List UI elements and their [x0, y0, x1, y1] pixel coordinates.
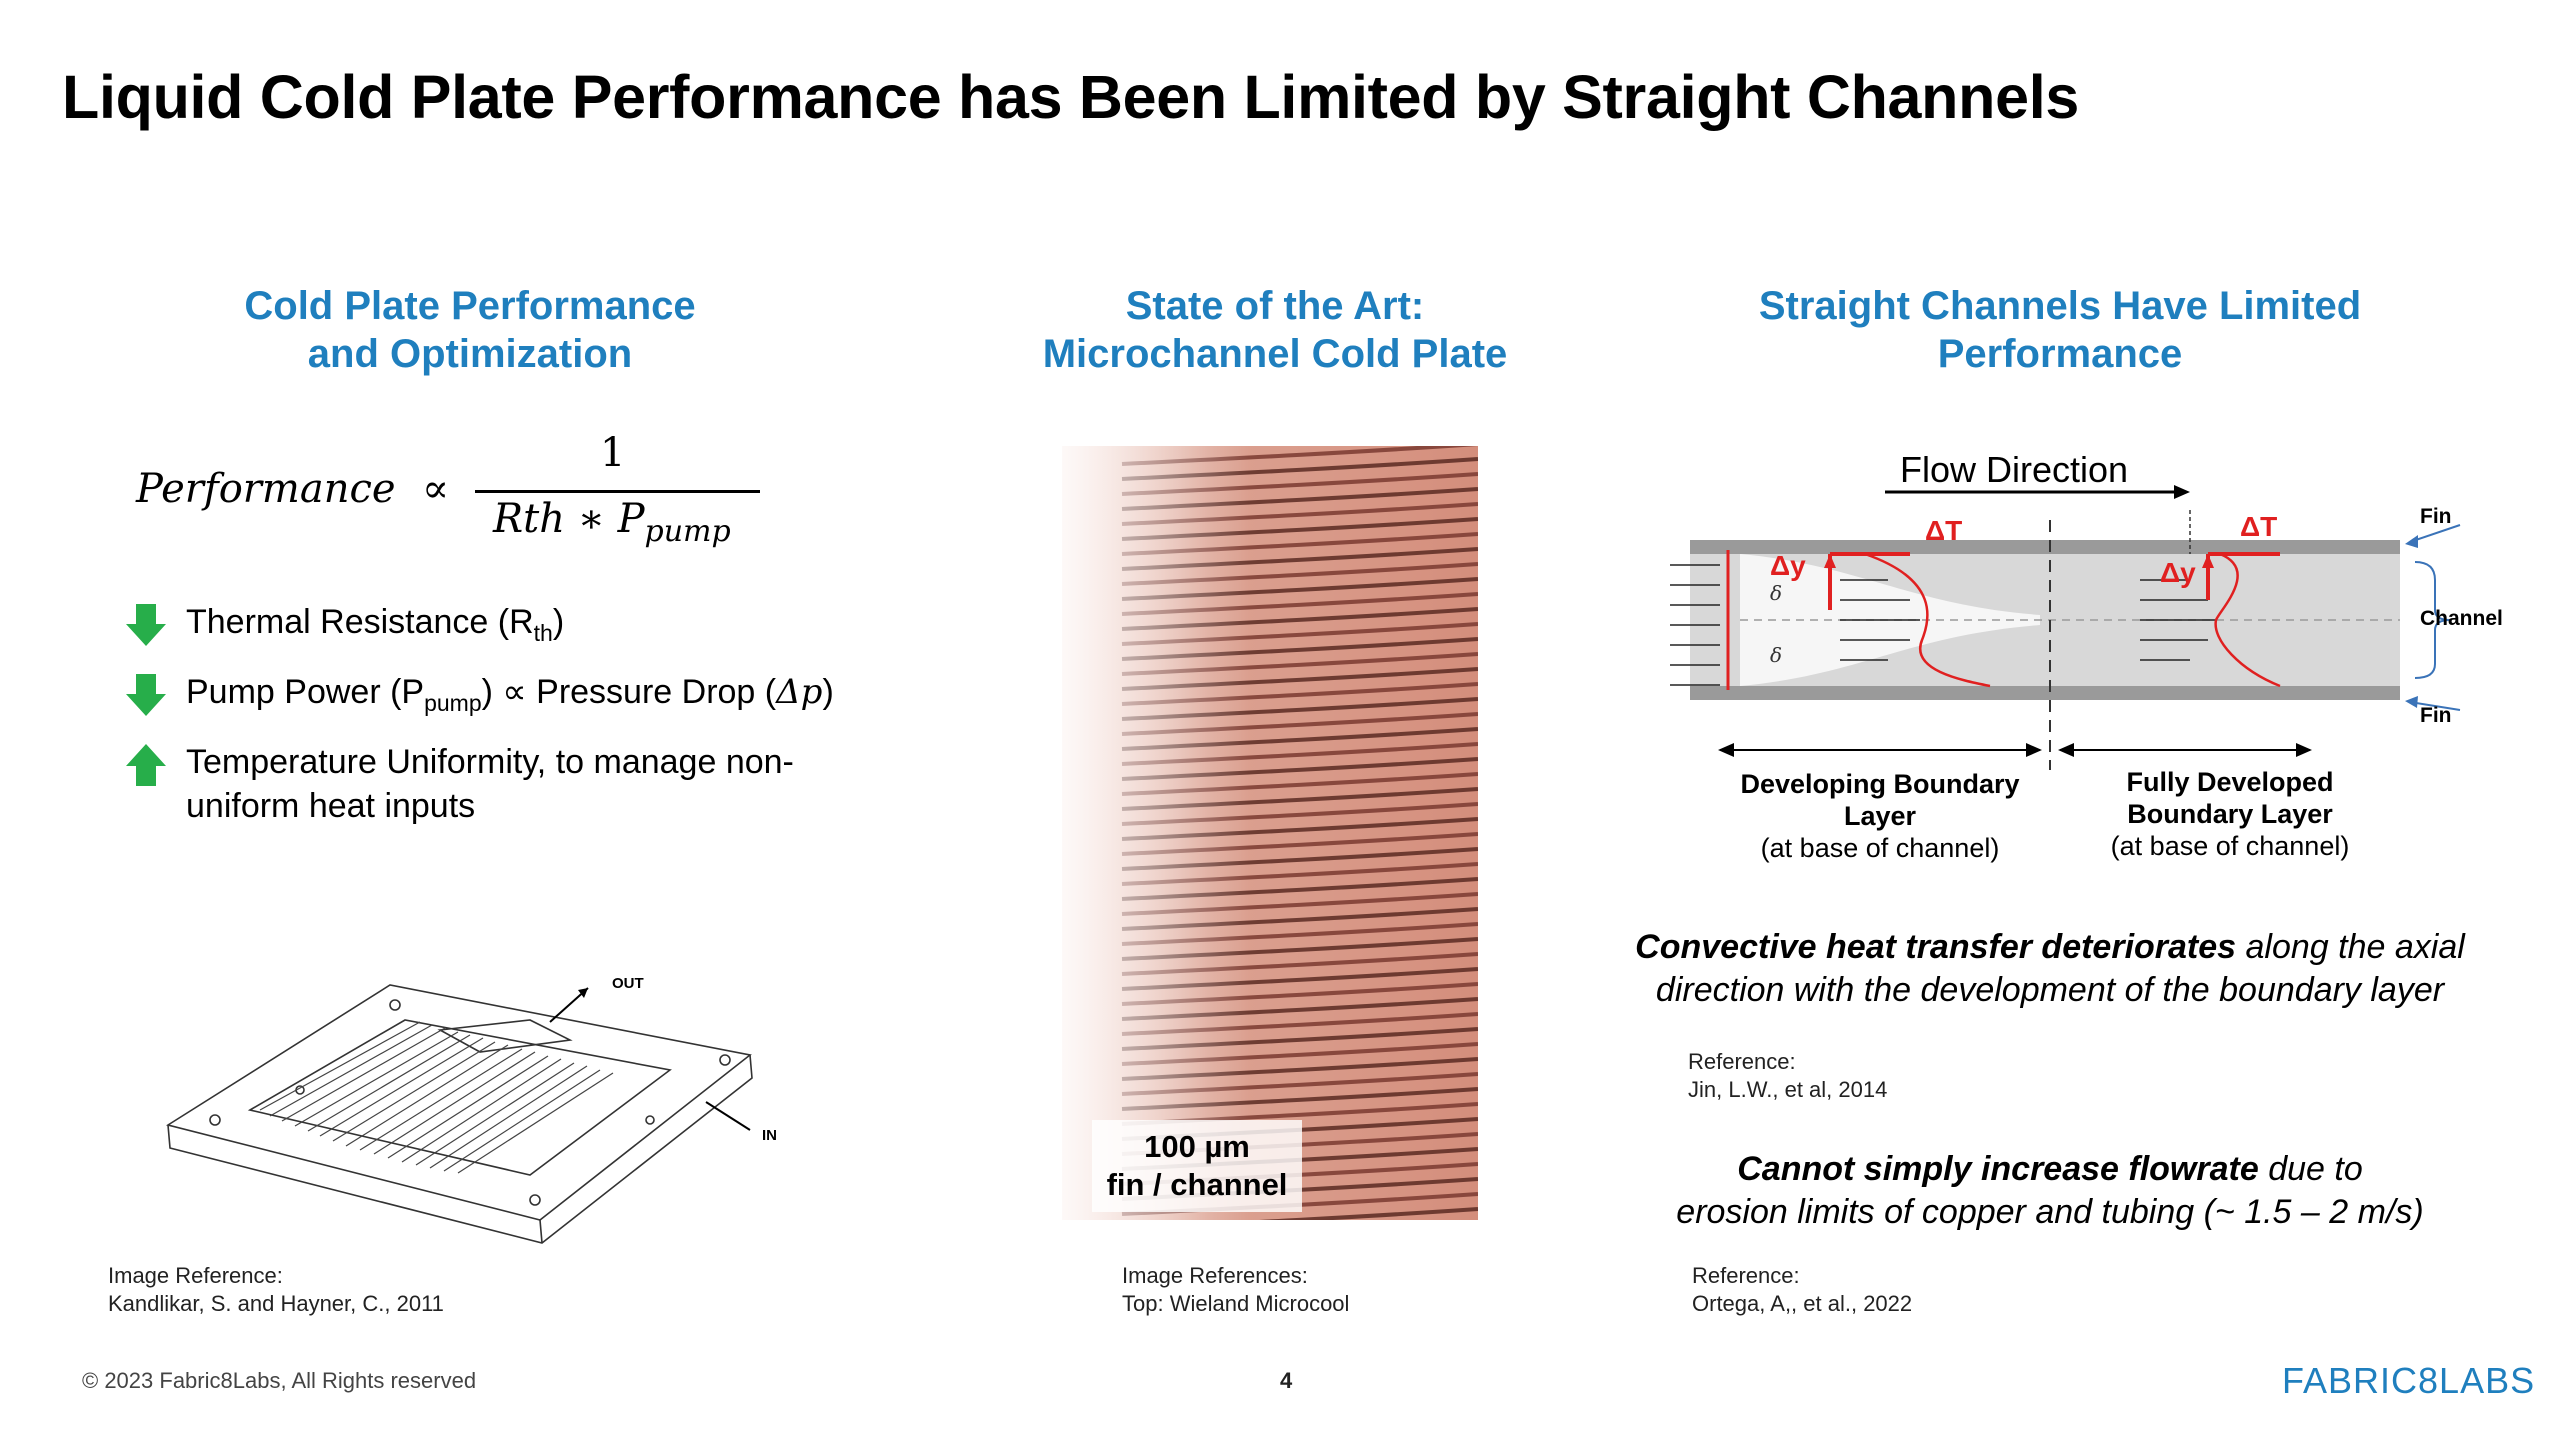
right-reference-1: Reference: Jin, L.W., et al, 2014 — [1688, 1049, 1888, 1102]
right-heading-line2: Performance — [1937, 332, 2183, 376]
formula-proportional: ∝ — [422, 466, 450, 512]
left-heading: Cold Plate Performance and Optimization — [170, 282, 770, 378]
fully-developed-label: Fully Developed Boundary Layer (at base … — [2110, 767, 2350, 861]
fin-bottom-label: Fin — [2420, 704, 2452, 727]
in-label: IN — [762, 1127, 777, 1144]
middle-heading: State of the Art: Microchannel Cold Plat… — [1000, 282, 1550, 378]
slide-title: Liquid Cold Plate Performance has Been L… — [62, 63, 2079, 131]
bullet-thermal-resistance: Thermal Resistance (Rth) — [120, 600, 940, 646]
microchannel-scale-label: 100 µm fin / channel — [1092, 1120, 1302, 1212]
right-heading-line1: Straight Channels Have Limited — [1758, 284, 2362, 328]
right-reference-2: Reference: Ortega, A,, et al., 2022 — [1692, 1263, 1913, 1316]
delta-y-label-2: Δy — [2160, 557, 2196, 588]
delta-symbol-bottom: δ — [1770, 643, 1782, 667]
formula-lhs: Performance — [136, 466, 396, 512]
convective-statement: Convective heat transfer deteriorates al… — [1635, 928, 2465, 1009]
microchannel-photo — [1062, 446, 1478, 1220]
delta-symbol-top: δ — [1770, 581, 1782, 605]
developing-boundary-label: Developing Boundary Layer (at base of ch… — [1740, 769, 2020, 863]
middle-heading-line2: Microchannel Cold Plate — [1042, 332, 1508, 376]
arrow-up-icon — [126, 744, 166, 786]
performance-formula: Performance ∝ 1 Rth ∗ Ppump — [130, 430, 780, 560]
channel-label: Channel — [2420, 607, 2503, 630]
flow-arrow-icon — [2174, 485, 2190, 499]
delta-y-label: Δy — [1770, 550, 1806, 581]
fin-top-label: Fin — [2420, 505, 2452, 528]
middle-heading-line1: State of the Art: — [1125, 284, 1425, 328]
arrow-down-icon — [126, 674, 166, 716]
right-heading: Straight Channels Have Limited Performan… — [1720, 282, 2400, 378]
out-label: OUT — [612, 975, 644, 992]
company-logo: FABRIC8LABS — [2282, 1360, 2536, 1401]
cold-plate-drawing: OUT IN — [166, 975, 777, 1244]
arrow-down-icon — [126, 604, 166, 646]
left-image-reference: Image Reference: Kandlikar, S. and Hayne… — [108, 1263, 444, 1316]
delta-t-label-2: ΔT — [2240, 511, 2277, 542]
bullet-pump-power: Pump Power (Ppump) ∝ Pressure Drop (Δp) — [120, 670, 940, 716]
formula-denominator: Rth ∗ Ppump — [493, 496, 731, 549]
boundary-layer-diagram: Flow Direction Δy ΔT δ δ Δy ΔT Fin — [1670, 449, 2503, 770]
flowrate-statement: Cannot simply increase flowrate due to e… — [1676, 1150, 2424, 1231]
left-heading-line1: Cold Plate Performance — [244, 284, 696, 328]
formula-numerator: 1 — [600, 430, 626, 476]
page-number: 4 — [1280, 1368, 1293, 1393]
formula-fraction-bar — [475, 490, 760, 493]
bullet-temperature-uniformity: Temperature Uniformity, to manage non-un… — [120, 740, 940, 830]
left-heading-line2: and Optimization — [307, 332, 633, 376]
middle-image-reference: Image References: Top: Wieland Microcool — [1122, 1263, 1350, 1316]
delta-t-label: ΔT — [1925, 515, 1962, 546]
copyright-text: © 2023 Fabric8Labs, All Rights reserved — [82, 1368, 477, 1393]
flow-direction-label: Flow Direction — [1900, 449, 2128, 490]
